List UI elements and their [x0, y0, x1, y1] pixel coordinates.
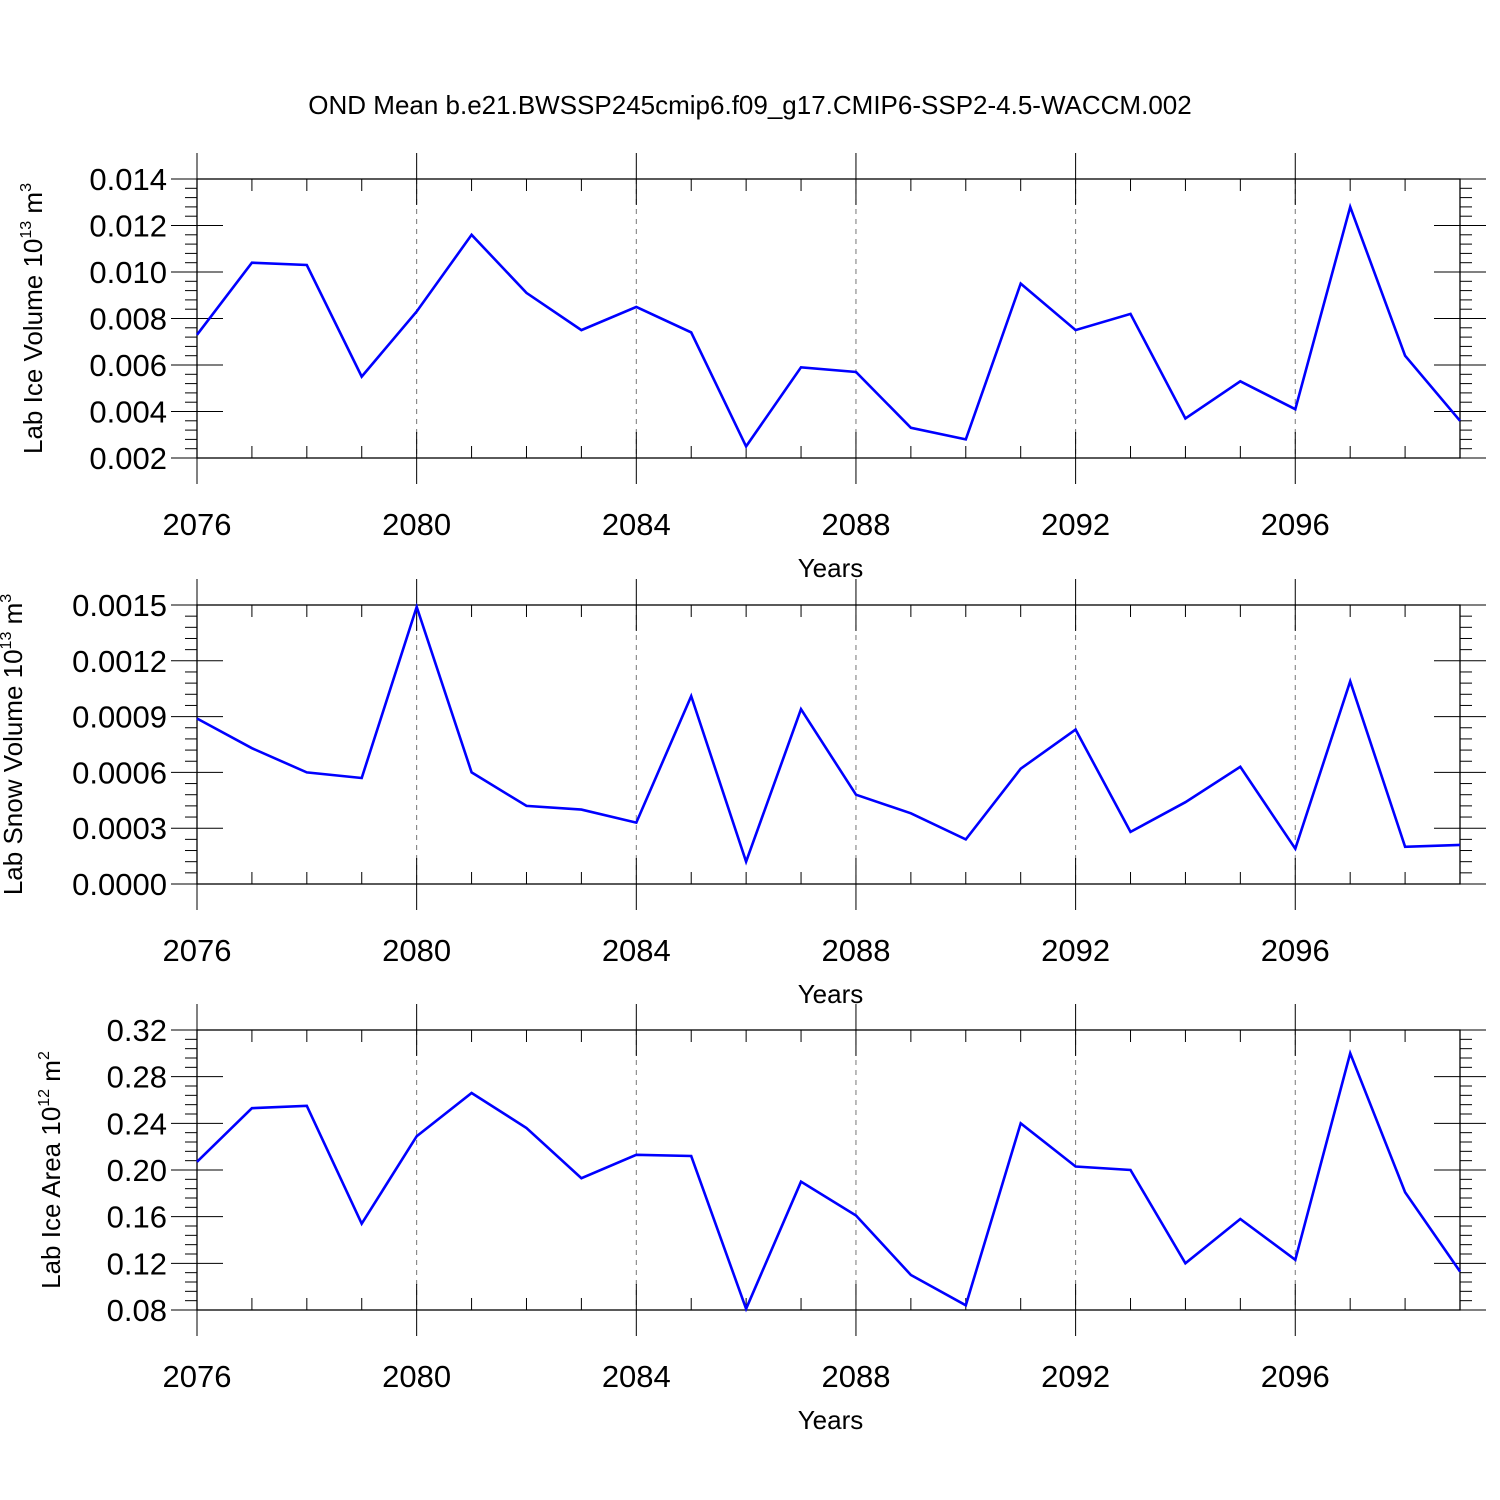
series-line [196, 1049, 1462, 1313]
y-tick-label: 0.0015 [72, 588, 167, 623]
figure-title: OND Mean b.e21.BWSSP245cmip6.f09_g17.CMI… [308, 90, 1191, 120]
chart-panel-2: 0.0000 0.0003 0.0006 0.0009 0.0012 0.0015 2076… [0, 579, 1486, 1009]
x-tick-label: 2080 [382, 1359, 451, 1394]
x-tick-label: 2088 [821, 1359, 890, 1394]
y-tick-label: 0.16 [107, 1200, 167, 1235]
x-tick-label: 2080 [382, 507, 451, 542]
y-tick-label: 0.006 [89, 348, 167, 383]
plot-frame [196, 178, 1461, 459]
x-tick-label: 2096 [1261, 1359, 1330, 1394]
y-axis-title: Lab Ice Volume 1013 m3 [18, 183, 48, 454]
chart-panel-1: 0.002 0.004 0.006 0.008 0.010 0.012 0.014 2076 2… [18, 153, 1486, 583]
series-line [196, 602, 1461, 866]
plot-frame [196, 604, 1461, 885]
y-tick-label: 0.0003 [72, 811, 167, 846]
x-tick-label: 2076 [163, 933, 232, 968]
y-tick-label: 0.008 [89, 302, 167, 337]
x-tick-label: 2092 [1041, 507, 1110, 542]
x-axis-title: Years [798, 1405, 864, 1435]
series-line [195, 202, 1461, 449]
x-tick-label: 2076 [163, 507, 232, 542]
y-tick-label: 0.12 [107, 1246, 167, 1281]
y-axis-title: Lab Ice Area 1012 m2 [36, 1051, 66, 1289]
y-tick-label: 0.004 [89, 395, 167, 430]
x-tick-label: 2096 [1261, 933, 1330, 968]
x-tick-label: 2088 [821, 933, 890, 968]
x-tick-label: 2096 [1261, 507, 1330, 542]
y-tick-label: 0.32 [107, 1013, 167, 1048]
x-tick-label: 2084 [602, 1359, 671, 1394]
y-tick-label: 0.28 [107, 1060, 167, 1095]
y-tick-label: 0.0012 [72, 644, 167, 679]
x-tick-label: 2084 [602, 507, 671, 542]
y-tick-label: 0.014 [89, 162, 167, 197]
y-tick-label: 0.08 [107, 1293, 167, 1328]
y-tick-label: 0.012 [89, 209, 167, 244]
x-tick-label: 2092 [1041, 933, 1110, 968]
chart-panel-3: 0.08 0.12 0.16 0.20 0.24 0.28 0.32 2076 2080 2084… [36, 1004, 1486, 1435]
x-axis-title: Years [798, 979, 864, 1009]
x-axis-title: Years [798, 553, 864, 583]
y-tick-label: 0.0006 [72, 755, 167, 790]
y-tick-label: 0.010 [89, 255, 167, 290]
x-tick-label: 2092 [1041, 1359, 1110, 1394]
y-tick-label: 0.24 [107, 1106, 167, 1141]
x-tick-label: 2088 [821, 507, 890, 542]
y-tick-label: 0.0000 [72, 867, 167, 902]
x-tick-label: 2084 [602, 933, 671, 968]
y-tick-label: 0.20 [107, 1153, 167, 1188]
plot-frame [196, 1029, 1461, 1311]
y-tick-label: 0.002 [89, 441, 167, 476]
y-tick-label: 0.0009 [72, 700, 167, 735]
x-tick-label: 2080 [382, 933, 451, 968]
x-tick-label: 2076 [163, 1359, 232, 1394]
y-axis-title: Lab Snow Volume 1013 m3 [0, 594, 28, 895]
